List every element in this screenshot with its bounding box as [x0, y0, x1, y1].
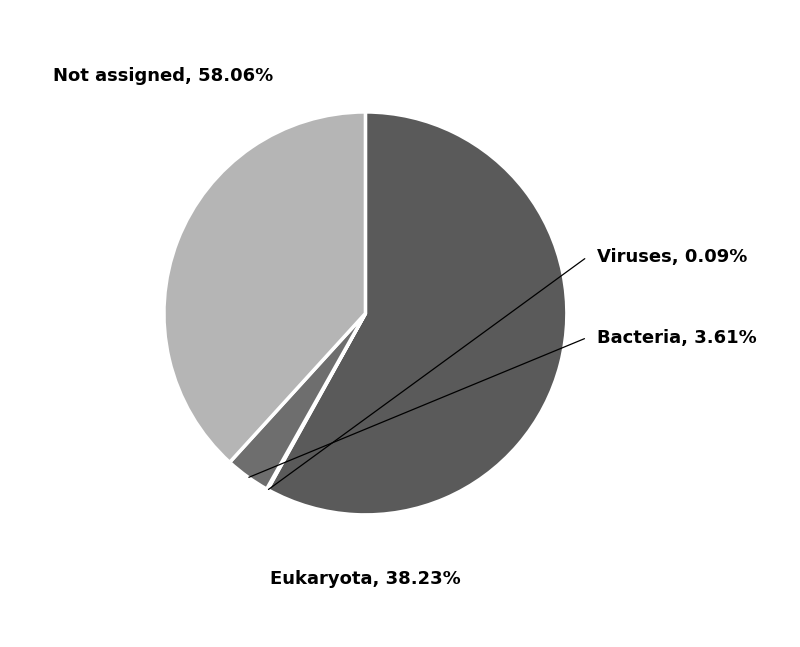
Wedge shape [164, 112, 366, 463]
Text: Eukaryota, 38.23%: Eukaryota, 38.23% [270, 571, 461, 588]
Wedge shape [230, 313, 366, 489]
Wedge shape [268, 112, 567, 515]
Text: Bacteria, 3.61%: Bacteria, 3.61% [597, 329, 757, 347]
Text: Viruses, 0.09%: Viruses, 0.09% [597, 248, 747, 266]
Text: Not assigned, 58.06%: Not assigned, 58.06% [53, 67, 274, 85]
Wedge shape [266, 313, 366, 490]
